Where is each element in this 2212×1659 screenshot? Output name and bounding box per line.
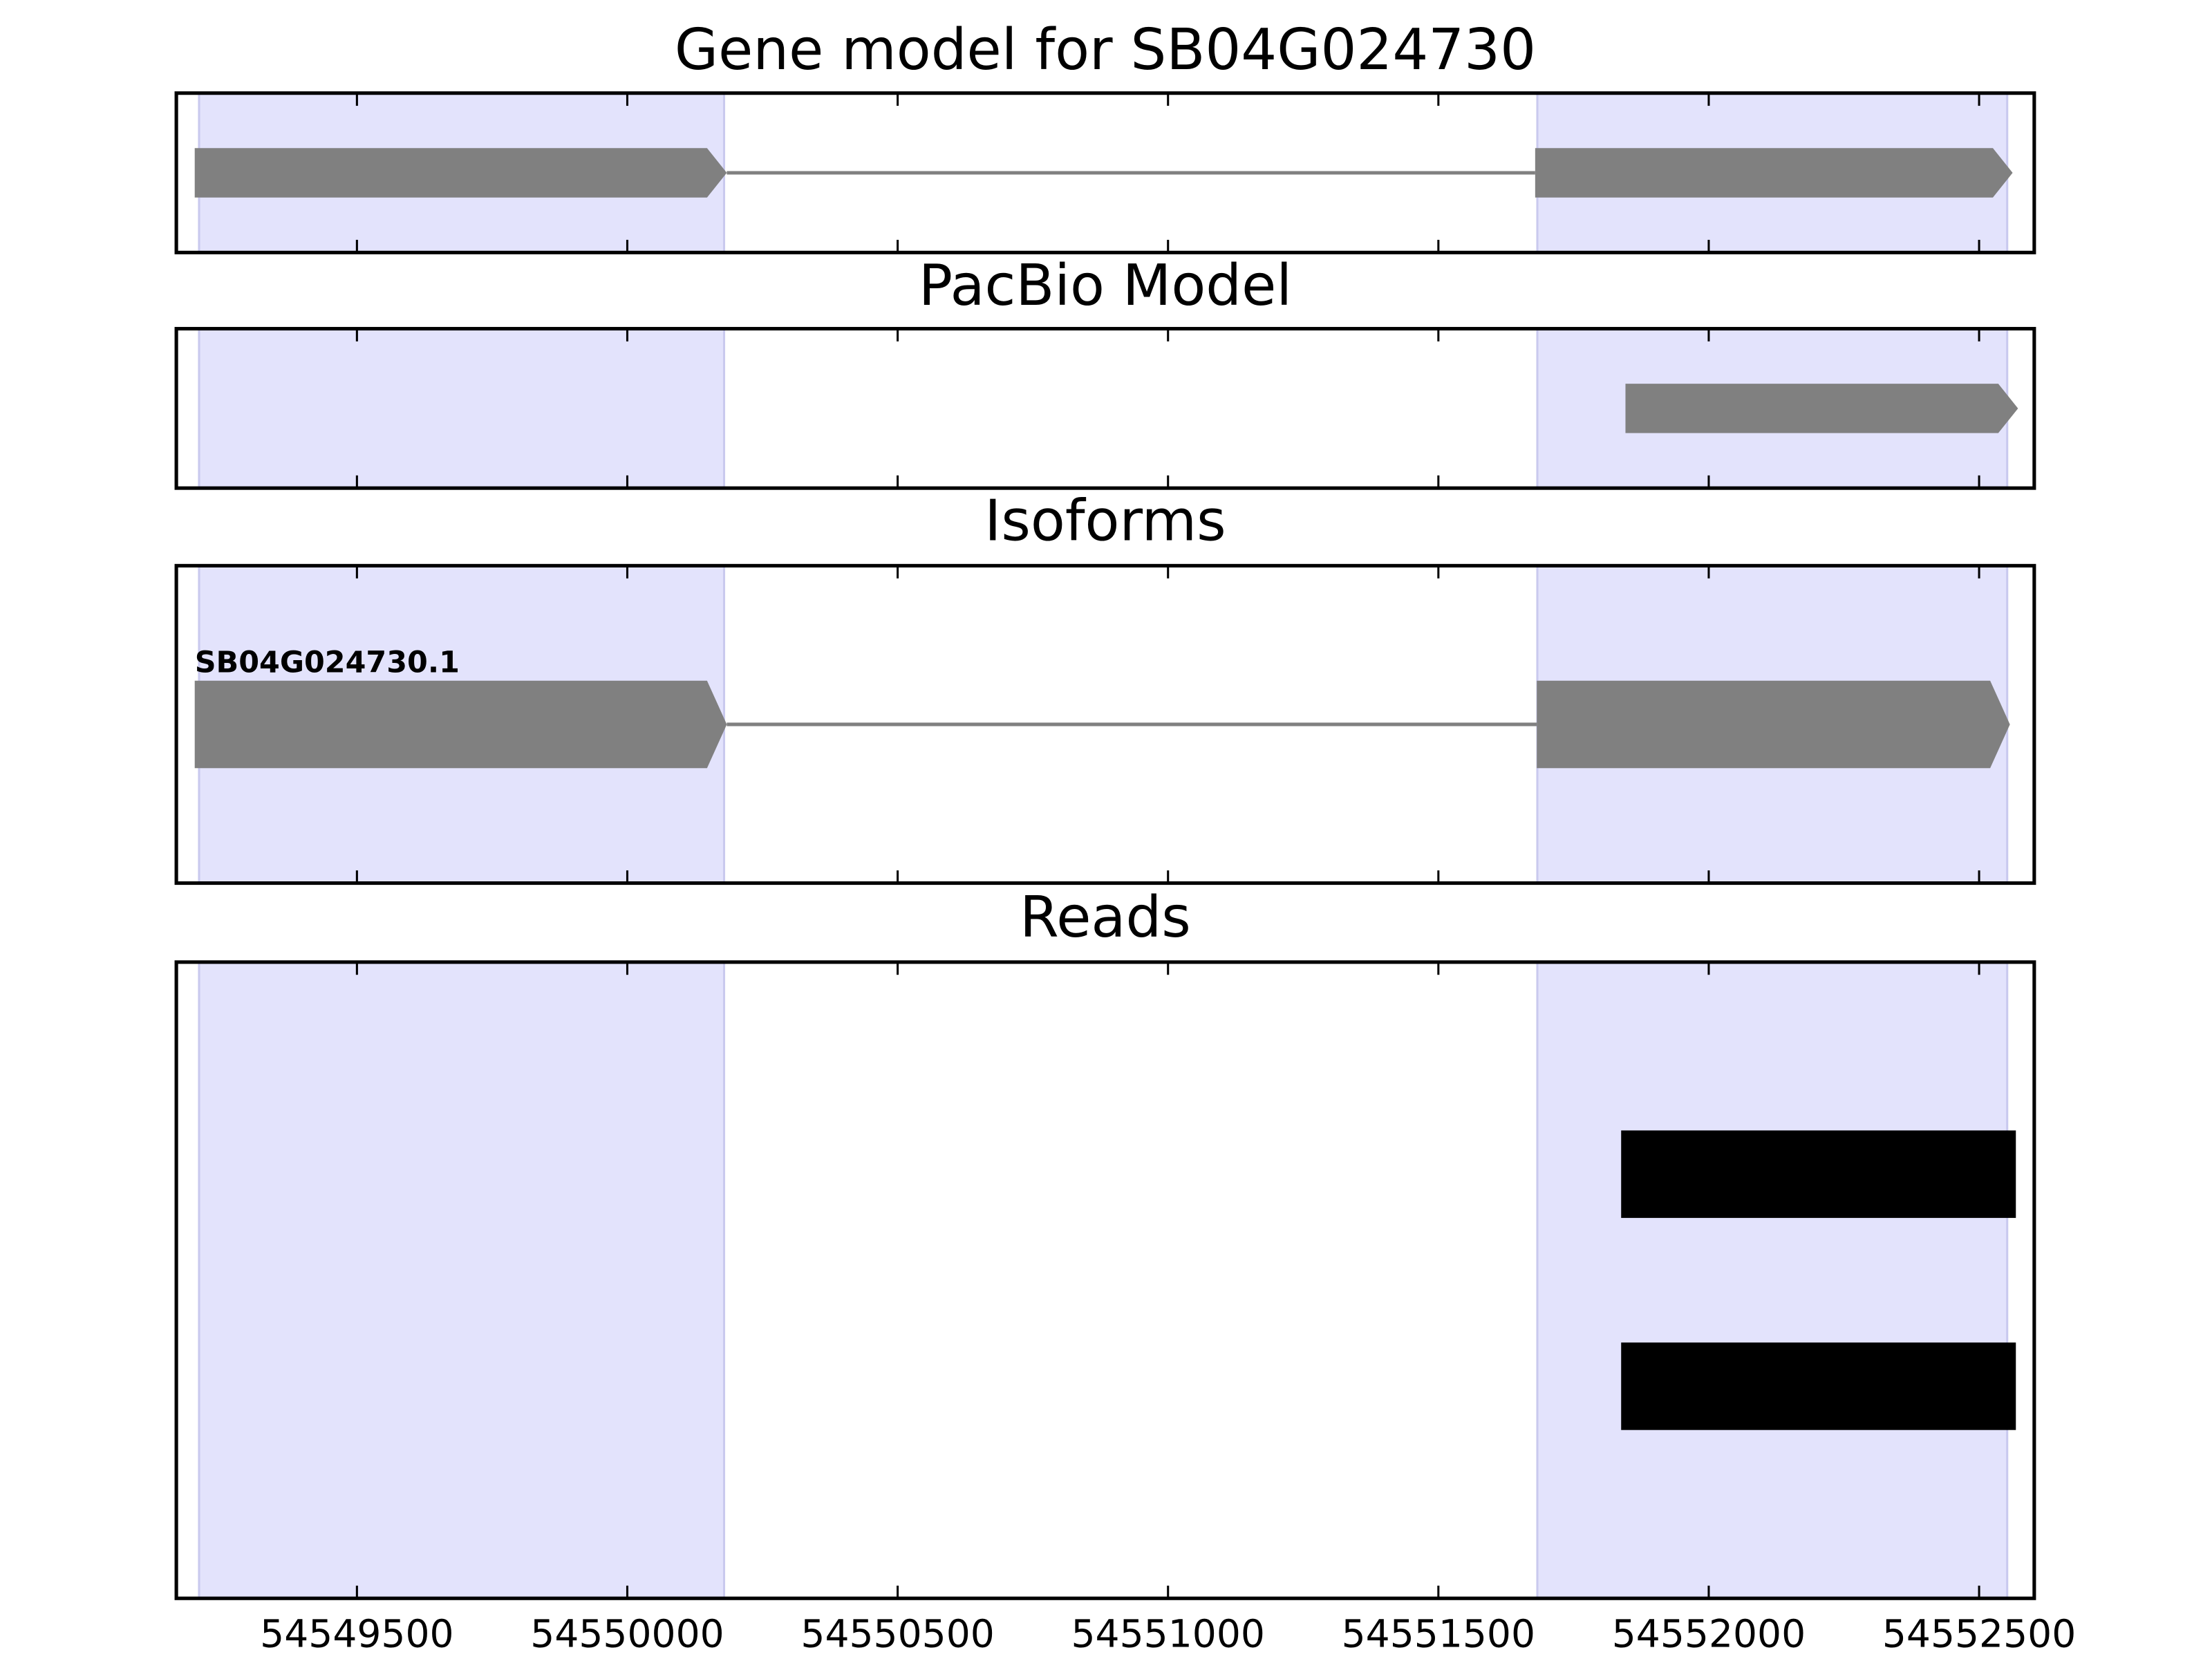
panel-title: Reads	[1020, 885, 1191, 950]
shaded-region	[1536, 961, 2009, 1600]
exon	[1537, 680, 2010, 769]
panel-title: Isoforms	[984, 489, 1226, 554]
panel-title: Gene model for SB04G024730	[675, 17, 1536, 83]
x-tick-label: 54550000	[530, 1611, 724, 1656]
exon	[194, 680, 727, 769]
panel-frame	[174, 960, 2036, 1600]
panel-frame	[174, 326, 2036, 490]
x-tick-label: 54551500	[1342, 1611, 1535, 1656]
x-tick-label: 54552500	[1882, 1611, 2076, 1656]
x-tick-label: 54550500	[800, 1611, 994, 1656]
exon	[1535, 148, 2013, 198]
exon	[194, 148, 727, 198]
exon	[1625, 384, 2018, 433]
x-tick-label: 54551000	[1071, 1611, 1265, 1656]
panel-frame	[174, 91, 2036, 254]
panel-title: PacBio Model	[919, 253, 1292, 319]
shaded-region	[198, 327, 726, 489]
shaded-region	[198, 961, 726, 1600]
panel-frame	[174, 563, 2036, 885]
x-tick-label: 54549500	[260, 1611, 453, 1656]
x-tick-label: 54552000	[1612, 1611, 1806, 1656]
read	[1621, 1342, 2016, 1430]
isoform-label: SB04G024730.1	[195, 645, 460, 679]
read	[1621, 1130, 2016, 1218]
